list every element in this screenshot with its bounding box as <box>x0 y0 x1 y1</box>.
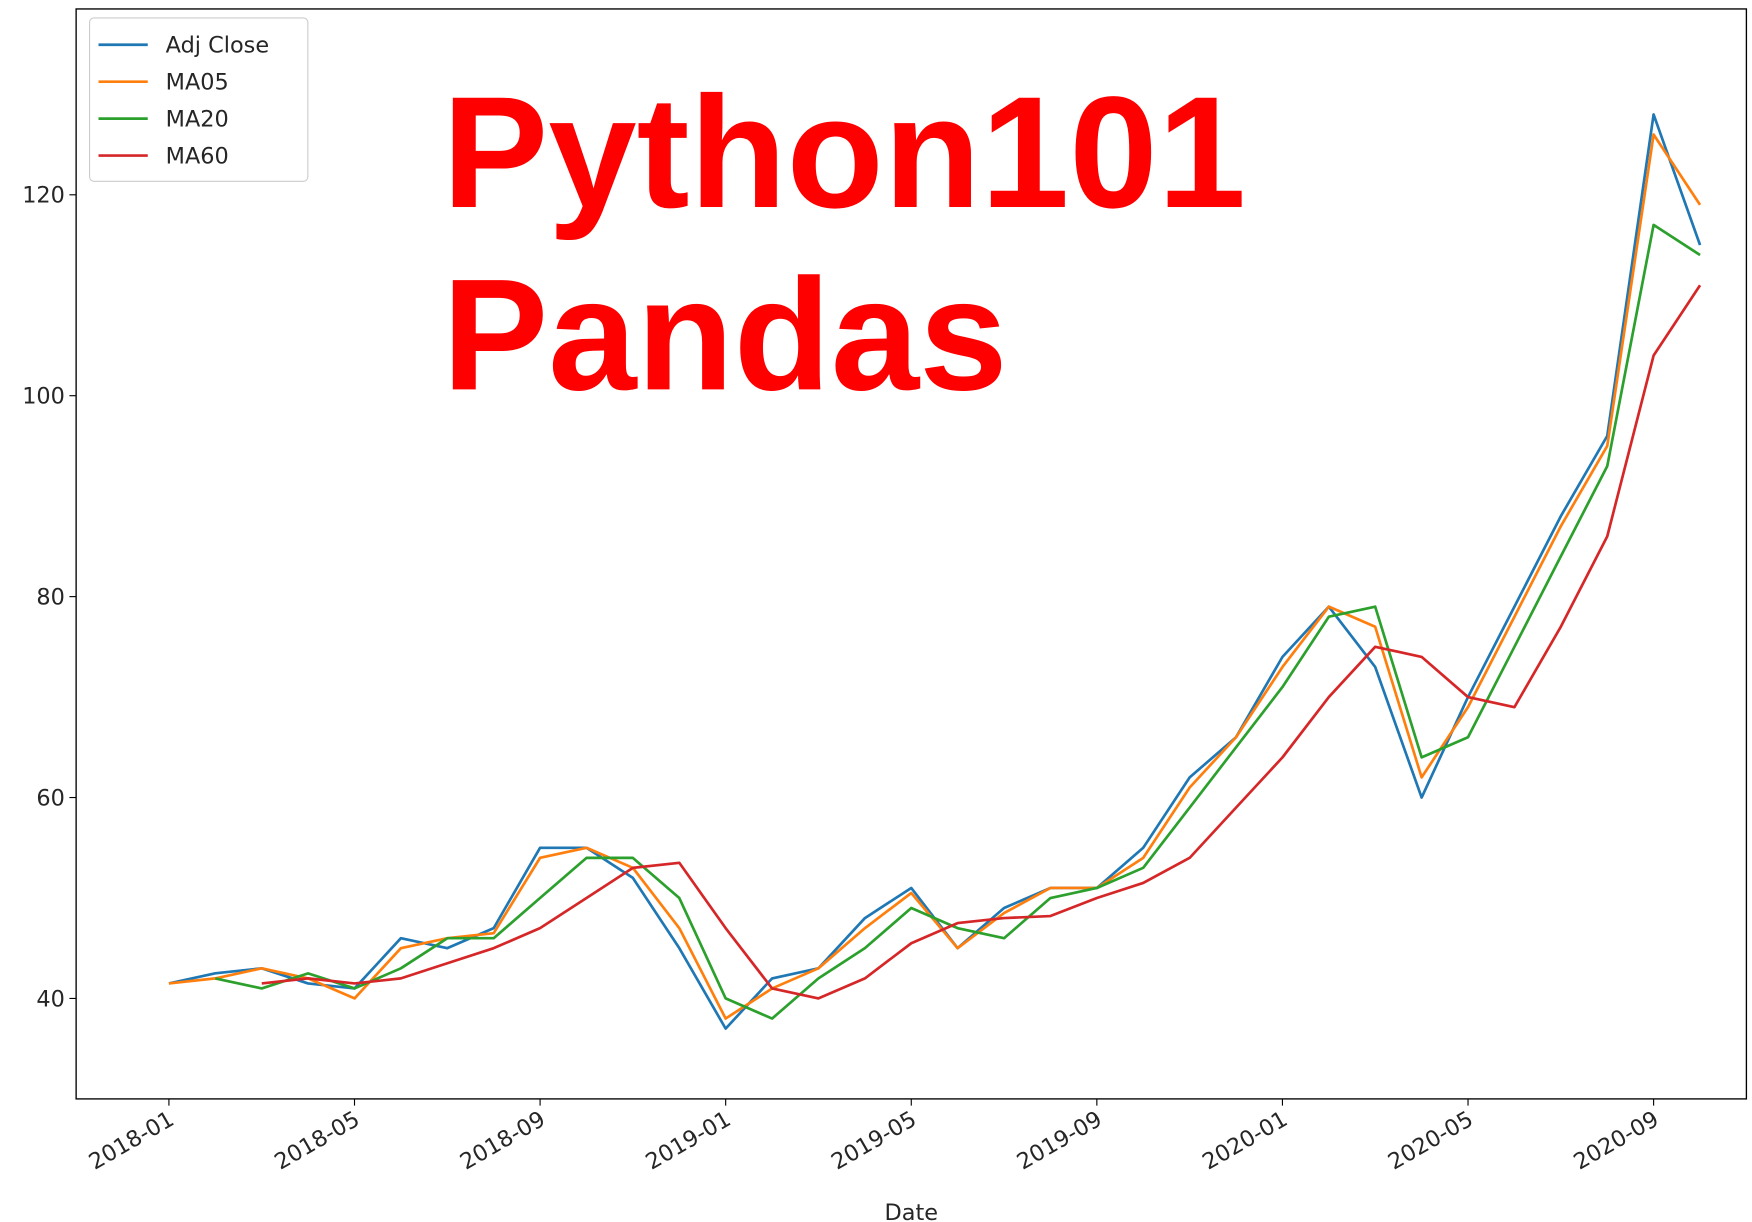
legend-label: MA05 <box>166 70 229 96</box>
x-tick-label: 2018-01 <box>85 1106 179 1175</box>
x-axis-label: Date <box>885 1200 938 1222</box>
y-tick-label: 100 <box>22 384 65 410</box>
x-tick-label: 2019-01 <box>641 1106 735 1175</box>
x-tick-label: 2020-05 <box>1384 1106 1478 1175</box>
x-tick-label: 2018-09 <box>456 1106 550 1175</box>
series-line <box>261 284 1702 1000</box>
x-tick-label: 2019-09 <box>1013 1106 1107 1175</box>
x-tick-label: 2019-05 <box>827 1106 921 1175</box>
y-tick-label: 40 <box>36 986 64 1012</box>
legend: Adj Close MA05 MA20 MA60 <box>88 17 309 182</box>
legend-label: MA60 <box>166 143 229 169</box>
y-tick-label: 60 <box>36 785 64 811</box>
annotation: Pandas <box>442 245 1007 423</box>
y-tick-label: 120 <box>22 183 65 209</box>
legend-box <box>88 17 309 182</box>
annotation: Python101 <box>442 63 1246 241</box>
legend-label: Adj Close <box>166 33 269 59</box>
x-tick-label: 2020-01 <box>1198 1106 1292 1175</box>
x-tick-label: 2018-05 <box>270 1106 364 1175</box>
series-line <box>214 223 1701 1020</box>
series-line <box>168 133 1702 1020</box>
x-tick-label: 2020-09 <box>1569 1106 1663 1175</box>
legend-label: MA20 <box>166 106 229 132</box>
y-tick-label: 80 <box>36 584 64 610</box>
